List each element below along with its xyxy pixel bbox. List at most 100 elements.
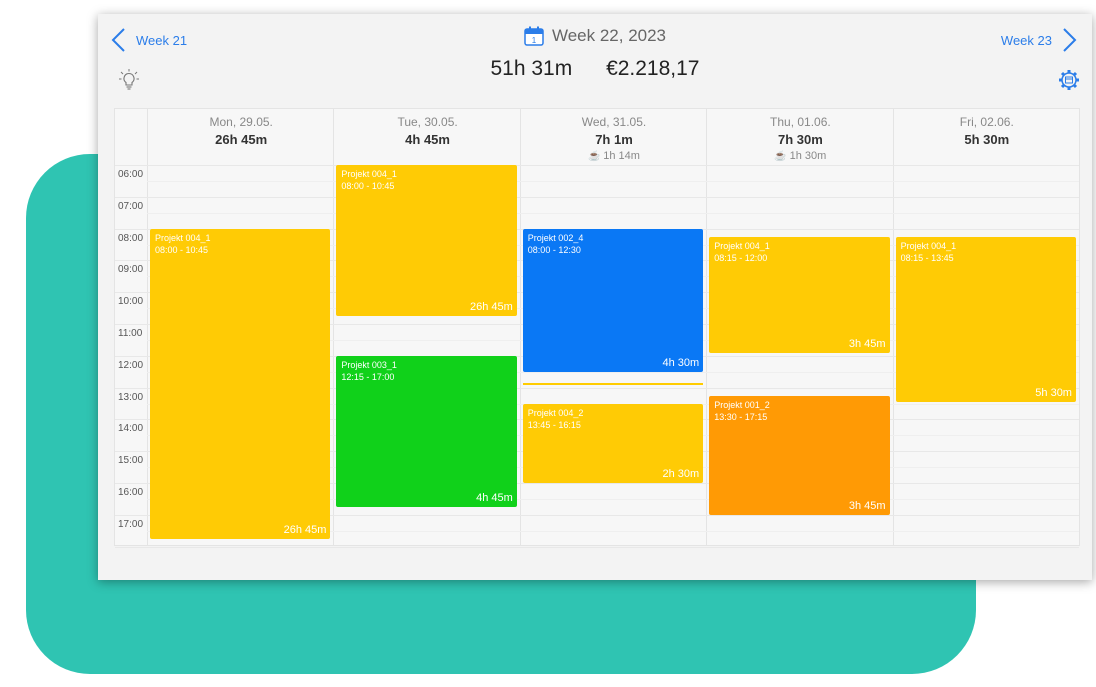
hour-gridline [115, 483, 1079, 484]
day-date: Mon, 29.05. [209, 115, 273, 129]
event-time: 13:45 - 16:15 [527, 419, 581, 430]
coffee-icon: ☕ [774, 151, 790, 162]
calendar-event[interactable]: Projekt 004_1 08:15 - 12:00 3h 45m [709, 236, 890, 353]
day-header[interactable]: Thu, 01.06. 7h 30m ☕ 1h 30m [707, 109, 893, 165]
day-total: 5h 30m [964, 132, 1010, 147]
calendar-event[interactable]: Projekt 004_1 08:15 - 13:45 5h 30m [895, 236, 1076, 402]
event-duration: 4h 45m [476, 491, 513, 504]
event-name: Projekt 004_1 [155, 232, 211, 243]
hour-label: 17:00 [118, 518, 144, 530]
event-duration: 5h 30m [1035, 386, 1072, 399]
day-column[interactable]: Thu, 01.06. 7h 30m ☕ 1h 30m [706, 109, 893, 545]
day-total: 7h 1m [595, 132, 633, 147]
week-totals: 51h 31m €2.218,17 [98, 57, 1092, 81]
week-title-group[interactable]: 1 Week 22, 2023 [524, 26, 666, 46]
hour-gridline [115, 387, 1079, 389]
hour-label: 16:00 [118, 487, 144, 498]
calendar-event[interactable]: Projekt 004_2 13:45 - 16:15 2h 30m [522, 403, 704, 483]
prev-week-button[interactable]: Week 21 [108, 26, 187, 54]
coffee-icon: ☕ [588, 151, 604, 162]
day-column[interactable]: Wed, 31.05. 7h 1m ☕ 1h 14m [519, 109, 707, 545]
event-time: 08:15 - 12:00 [714, 252, 768, 263]
event-name: Projekt 004_1 [714, 240, 770, 251]
half-hour-gridline [147, 530, 1079, 532]
event-name: Projekt 004_1 [900, 240, 957, 251]
day-column[interactable]: Tue, 30.05. 4h 45m [333, 109, 520, 545]
hour-gridline [115, 546, 1079, 548]
calendar-event[interactable]: Projekt 004_1 08:00 - 10:45 26h 45m [150, 228, 331, 539]
next-week-label: Week 23 [1000, 32, 1052, 48]
day-date: Tue, 30.05. [397, 115, 458, 129]
hour-label: 12:00 [118, 359, 144, 371]
half-hour-gridline [147, 371, 1079, 373]
event-name: Projekt 004_1 [341, 169, 397, 179]
event-duration: 26h 45m [469, 301, 513, 314]
day-column[interactable]: Fri, 02.06. 5h 30m [892, 109, 1080, 545]
event-time: 12:15 - 17:00 [341, 371, 395, 382]
hour-label: 07:00 [118, 200, 144, 212]
hour-gridline [115, 165, 1079, 166]
day-break-label: 1h 14m [603, 150, 640, 162]
calendar-grid: 06:00 07:00 08:00 09:00 10:00 11:00 12:00 13:00… [114, 108, 1080, 548]
chevron-right-icon [1063, 28, 1077, 52]
event-time: 08:15 - 13:45 [900, 252, 954, 263]
event-name: Projekt 001_2 [714, 399, 770, 410]
chevron-left-icon [111, 28, 125, 52]
calendar-icon: 1 [524, 26, 544, 46]
day-break: ☕ 1h 30m [707, 150, 893, 162]
event-name: Projekt 002_4 [527, 232, 584, 243]
event-time: 13:30 - 17:15 [714, 411, 768, 422]
day-date: Thu, 01.06. [770, 115, 831, 129]
hour-label: 09:00 [118, 264, 144, 276]
total-amount: €2.218,17 [606, 57, 700, 80]
day-header[interactable]: Mon, 29.05. 26h 45m [148, 109, 334, 165]
day-break-label: 1h 30m [789, 150, 827, 162]
gear-icon[interactable] [1058, 68, 1080, 92]
day-column[interactable]: Mon, 29.05. 26h 45m [147, 109, 334, 545]
day-header[interactable]: Wed, 31.05. 7h 1m ☕ 1h 14m [521, 109, 707, 165]
calendar-event[interactable]: Projekt 001_2 13:30 - 17:15 3h 45m [709, 395, 890, 515]
event-duration: 3h 45m [848, 499, 886, 512]
lightbulb-icon[interactable] [118, 68, 140, 92]
hour-label: 13:00 [118, 391, 144, 403]
week-title: Week 22, 2023 [551, 26, 667, 45]
calendar-event[interactable]: Projekt 003_1 12:15 - 17:00 4h 45m [336, 355, 517, 507]
event-duration: 3h 45m [848, 337, 886, 350]
calendar-event[interactable]: Projekt 002_4 08:00 - 12:30 4h 30m [522, 228, 704, 372]
event-time: 08:00 - 10:45 [341, 181, 395, 191]
hour-gridline [115, 514, 1079, 516]
hour-label: 11:00 [118, 328, 143, 339]
current-time-indicator [522, 382, 704, 385]
half-hour-gridline [147, 180, 1079, 182]
day-total: 7h 30m [777, 132, 823, 147]
calendar-icon-day: 1 [532, 36, 537, 45]
half-hour-gridline [147, 498, 1079, 500]
event-duration: 2h 30m [662, 468, 700, 480]
day-total: 26h 45m [215, 132, 268, 147]
hour-label: 08:00 [118, 232, 144, 244]
hour-label: 15:00 [118, 455, 144, 467]
total-hours: 51h 31m [490, 57, 573, 80]
calendar-event[interactable]: Projekt 004_1 08:00 - 10:45 26h 45m [336, 165, 517, 317]
hour-label: 06:00 [118, 169, 144, 180]
hour-label: 10:00 [118, 296, 144, 308]
next-week-button[interactable]: Week 23 [1001, 26, 1080, 54]
day-header[interactable]: Fri, 02.06. 5h 30m [894, 109, 1080, 165]
day-total: 4h 45m [405, 132, 450, 147]
app-window: Week 21 Week 23 1 Week 22, 2023 51h 31m … [98, 14, 1092, 580]
event-name: Projekt 003_1 [341, 359, 397, 370]
event-duration: 26h 45m [283, 523, 327, 536]
day-date: Fri, 02.06. [959, 115, 1014, 129]
hour-label: 14:00 [118, 423, 144, 435]
week-header: 1 Week 22, 2023 51h 31m €2.218,17 [98, 26, 1092, 81]
prev-week-label: Week 21 [136, 32, 188, 48]
hour-gridline [115, 196, 1079, 198]
half-hour-gridline [147, 212, 1079, 214]
event-time: 08:00 - 12:30 [527, 244, 581, 255]
event-time: 08:00 - 10:45 [155, 244, 209, 255]
day-date: Wed, 31.05. [581, 115, 647, 129]
day-break: ☕ 1h 14m [521, 150, 707, 162]
day-header[interactable]: Tue, 30.05. 4h 45m [334, 109, 520, 165]
event-duration: 4h 30m [662, 356, 700, 369]
event-name: Projekt 004_2 [527, 407, 584, 418]
